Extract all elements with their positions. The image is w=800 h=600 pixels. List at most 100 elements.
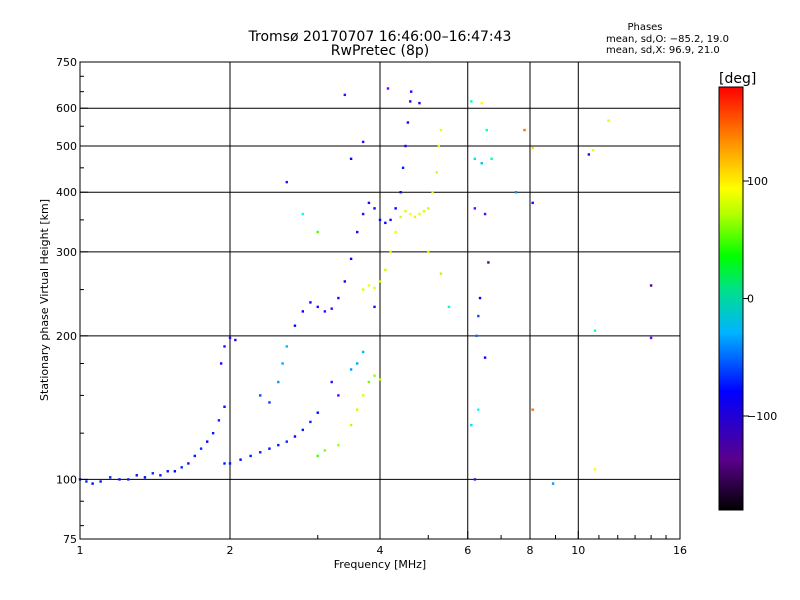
x-tick-label: 8 (527, 544, 534, 557)
data-point (355, 408, 359, 411)
data-point (480, 101, 483, 105)
data-point (386, 87, 390, 90)
data-point (228, 336, 232, 340)
data-point (437, 144, 441, 148)
data-point (199, 447, 203, 450)
y-axis: 75 100 200 300 400 500 600 750 (56, 56, 88, 546)
data-point (394, 207, 397, 210)
data-point (316, 454, 319, 458)
data-point (427, 207, 430, 210)
data-point (301, 310, 305, 313)
data-point (427, 250, 430, 254)
data-point (373, 305, 376, 309)
data-point (591, 148, 595, 152)
data-point (361, 140, 365, 144)
data-point (293, 324, 297, 327)
data-point (406, 121, 410, 124)
data-point (473, 478, 477, 481)
data-point (330, 307, 333, 310)
y-tick-label: 100 (56, 473, 77, 486)
data-point (259, 394, 262, 397)
grid-lines (80, 62, 680, 539)
data-point (301, 212, 305, 216)
y-tick-label: 200 (56, 330, 77, 343)
chart-subtitle: RwPretec (8p) (331, 43, 429, 59)
data-point (478, 296, 482, 300)
data-points (78, 87, 653, 485)
data-point (490, 157, 493, 161)
data-point (435, 171, 438, 174)
data-point (173, 470, 177, 473)
data-point (531, 146, 534, 150)
data-point (268, 447, 271, 450)
data-point (349, 368, 353, 371)
data-point (409, 212, 412, 216)
data-point (384, 268, 387, 272)
data-point (249, 454, 252, 458)
data-point (285, 345, 288, 348)
x-tick-label: 16 (673, 544, 687, 557)
data-point (337, 443, 340, 447)
data-point (205, 440, 209, 443)
data-point (367, 380, 371, 384)
data-point (223, 462, 226, 465)
data-point (211, 431, 215, 435)
y-tick-label: 75 (63, 533, 77, 546)
x-tick-label: 4 (377, 544, 384, 557)
data-point (316, 411, 319, 414)
data-point (477, 314, 480, 318)
data-point (143, 476, 147, 479)
data-point (118, 478, 121, 481)
data-point (389, 250, 392, 254)
data-point (422, 209, 426, 213)
data-point (394, 230, 397, 234)
data-point (514, 191, 518, 194)
data-point (127, 478, 130, 481)
data-point (337, 394, 340, 397)
data-point (649, 336, 653, 340)
data-point (219, 362, 223, 365)
data-point (259, 451, 262, 454)
data-point (309, 420, 312, 424)
data-point (193, 454, 197, 458)
data-point (409, 90, 413, 93)
data-point (401, 166, 405, 170)
colorbar-tick-label: −100 (747, 410, 777, 423)
data-point (378, 218, 382, 222)
data-point (404, 144, 407, 148)
data-point (587, 153, 591, 156)
x-tick-label: 2 (227, 544, 234, 557)
colorbar-ticks: 100 0 −100 (743, 175, 777, 423)
data-point (485, 128, 488, 132)
data-point (480, 162, 483, 165)
data-point (281, 362, 284, 365)
data-point (531, 201, 534, 205)
data-point (285, 180, 288, 184)
data-point (337, 296, 340, 300)
data-point (361, 394, 365, 397)
data-point (330, 380, 333, 384)
data-point (135, 474, 138, 477)
data-point (418, 101, 421, 105)
colorbar (718, 86, 744, 511)
data-point (277, 380, 280, 384)
data-point (349, 257, 353, 261)
y-tick-label: 600 (56, 102, 77, 115)
data-point (268, 401, 271, 404)
data-point (593, 329, 597, 332)
data-point (355, 230, 359, 234)
data-point (109, 476, 112, 479)
data-point (373, 207, 376, 210)
y-tick-label: 400 (56, 186, 77, 199)
data-point (523, 128, 526, 132)
y-tick-label: 300 (56, 246, 77, 259)
data-point (399, 191, 402, 194)
data-point (355, 362, 359, 365)
data-point (483, 356, 487, 359)
data-point (166, 470, 169, 473)
data-point (418, 212, 421, 216)
data-point (447, 305, 451, 309)
y-tick-label: 750 (56, 56, 77, 69)
colorbar-tick-label: 100 (747, 175, 768, 188)
data-point (228, 462, 232, 465)
